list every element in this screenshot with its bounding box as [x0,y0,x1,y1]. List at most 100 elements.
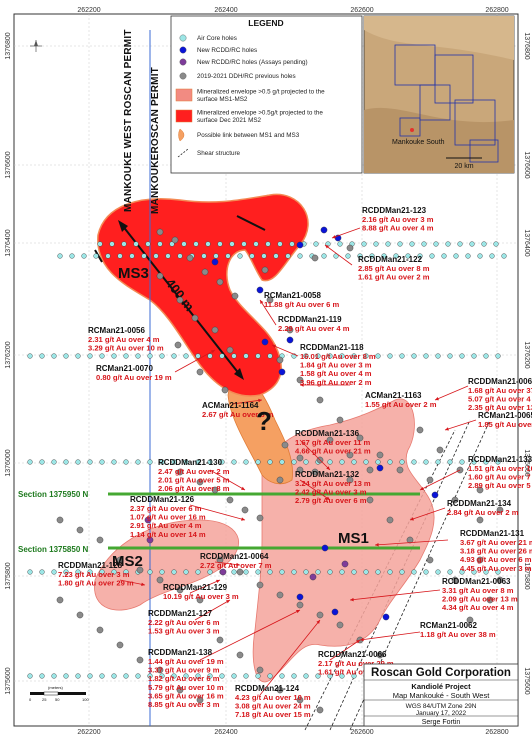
collar-marker [386,516,394,524]
northing-label-right: 1376200 [523,341,530,368]
question-mark: ? [256,406,272,436]
collar-marker [136,656,144,664]
collar-marker [296,376,304,384]
collar-marker [279,459,285,465]
collar-marker [451,496,459,504]
collar-marker [451,576,459,584]
collar-marker [51,353,57,359]
collar-marker [279,673,285,679]
collar-marker [56,596,64,604]
collar-marker [216,278,224,286]
intercept-arrowhead [375,543,379,547]
intercept-hole-name: RCDDMan21-138 [148,648,213,657]
collar-marker [376,451,384,459]
collar-marker [211,326,219,334]
intercept-hole-name: RCDDMan21-129 [163,583,228,592]
collar-marker [411,569,417,575]
collar-marker [116,641,124,649]
collar-marker [276,356,284,364]
collar-marker [496,576,504,584]
intercept-arrowhead [360,637,364,642]
easting-label-bottom: 262800 [485,729,508,736]
collar-marker [313,241,319,247]
collar-marker [387,459,393,465]
collar-marker [241,241,247,247]
collar-marker [435,569,441,575]
intercept-arrowhead [300,383,304,387]
collar-marker [423,353,429,359]
intercept-arrowhead [325,245,329,249]
section-label-1375850: Section 1375850 N [18,545,88,554]
collar-marker [345,253,351,259]
collar-marker [281,441,289,449]
collar-marker [321,253,327,259]
collar-marker [326,436,334,444]
intercept-grade: 1.85 g/t Au over 4 m [478,420,532,429]
collar-marker [51,673,57,679]
collar-marker [433,241,439,247]
collar-marker [243,353,249,359]
collar-marker [156,228,164,236]
collar-marker [196,696,204,704]
projection: WGS 84/UTM Zone 29N [406,703,477,710]
intercept-grade: 3.37 g/t Au over 9 m [148,666,220,675]
intercept-arrow [434,385,469,401]
collar-marker [327,459,333,465]
collar-marker [416,426,424,434]
collar-marker [296,601,304,609]
collar-marker [346,451,354,459]
collar-marker [296,241,304,249]
company-name: Roscan Gold Corporation [371,667,511,679]
inset-place-label: Mankouke South [392,139,445,146]
collar-marker [231,673,237,679]
legend-symbol [179,72,187,80]
intercept-grade: 1.58 g/t Au over 4 m [300,369,372,378]
collar-marker [483,569,489,575]
collar-marker [382,613,390,621]
north-arrow-icon [30,40,42,52]
collar-marker [193,241,199,247]
intercept-arrowhead [332,235,336,239]
intercept-arrow [189,579,221,594]
intercept-arrow [259,299,277,326]
collar-marker [135,673,141,679]
intercept-hole-name: RCMan21-0065 [478,411,532,420]
collar-marker [496,506,504,514]
intercept-grade: 0.80 g/t Au over 19 m [96,373,172,382]
intercept-hole-name: RCDDMan21-0067 [468,377,532,386]
collar-marker [159,569,165,575]
intercept-arrowhead [260,300,264,304]
collar-marker [267,353,273,359]
intercept-arrowhead [420,486,424,490]
collar-marker [296,593,304,601]
collar-marker [286,336,294,344]
collar-marker [351,353,357,359]
collar-marker [39,459,45,465]
collar-marker [459,353,465,359]
project-name: Kandiolé Project [411,682,471,691]
legend-label: Air Core holes [197,35,237,42]
collar-marker [277,241,283,247]
intercept-arrow [189,504,246,521]
intercept-grade: 2.84 g/t Au over 2 m [447,508,519,517]
intercept-grade: 4.93 g/t Au over 6 m [460,555,532,564]
collar-marker [409,241,415,247]
collar-marker [229,241,235,247]
collar-marker [315,353,321,359]
collar-marker [123,459,129,465]
collar-marker [69,253,75,259]
collar-marker [63,459,69,465]
collar-marker [63,673,69,679]
intercept-grade: 16.01 g/t Au over 8 m [300,352,376,361]
intercept-grade: 3.65 g/t Au over 16 m [148,691,224,700]
collar-marker [399,459,405,465]
intercept-grade: 3.24 g/t Au over 13 m [295,479,371,488]
collar-marker [195,569,201,575]
collar-marker [237,253,243,259]
intercept-arrowhead [258,398,262,403]
intercept-grade: 2.16 g/t Au over 3 m [362,215,434,224]
collar-marker [76,526,84,534]
scale-tick-50: 50 [55,697,60,702]
collar-marker [201,253,207,259]
